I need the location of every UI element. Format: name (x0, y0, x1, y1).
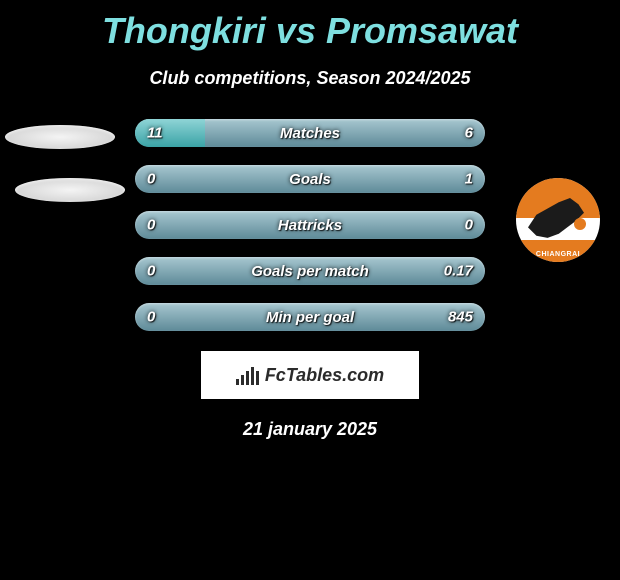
player-right-club-logo: CHIANGRAI (516, 178, 600, 262)
stat-right-value: 845 (448, 309, 473, 326)
stat-right-value: 6 (465, 125, 473, 142)
stat-label: Hattricks (278, 217, 342, 234)
stat-row-goals-per-match: 0 Goals per match 0.17 (135, 257, 485, 285)
player-left-ellipse-1 (5, 125, 115, 149)
club-logo-text: CHIANGRAI (516, 251, 600, 258)
stat-right-value: 0.17 (444, 263, 473, 280)
brand-text: FcTables.com (265, 365, 384, 386)
club-logo-ball (574, 218, 586, 230)
stat-label: Min per goal (266, 309, 354, 326)
stat-label: Goals (289, 171, 331, 188)
stats-container: 11 Matches 6 0 Goals 1 0 Hattricks 0 0 G… (135, 119, 485, 331)
stat-left-value: 0 (147, 217, 155, 234)
page-title: Thongkiri vs Promsawat (0, 0, 620, 52)
brand-bars-icon (236, 365, 259, 385)
footer-date: 21 january 2025 (0, 419, 620, 440)
stat-left-value: 11 (147, 125, 163, 142)
stat-label: Matches (280, 125, 340, 142)
stat-left-value: 0 (147, 309, 155, 326)
stat-row-goals: 0 Goals 1 (135, 165, 485, 193)
stat-label: Goals per match (251, 263, 369, 280)
brand-box: FcTables.com (201, 351, 419, 399)
stat-right-value: 1 (465, 171, 473, 188)
stat-right-value: 0 (465, 217, 473, 234)
page-subtitle: Club competitions, Season 2024/2025 (0, 68, 620, 89)
stat-row-min-per-goal: 0 Min per goal 845 (135, 303, 485, 331)
player-left-ellipse-2 (15, 178, 125, 202)
stat-left-bar (135, 119, 205, 147)
stat-row-hattricks: 0 Hattricks 0 (135, 211, 485, 239)
stat-left-value: 0 (147, 171, 155, 188)
stat-left-value: 0 (147, 263, 155, 280)
stat-row-matches: 11 Matches 6 (135, 119, 485, 147)
